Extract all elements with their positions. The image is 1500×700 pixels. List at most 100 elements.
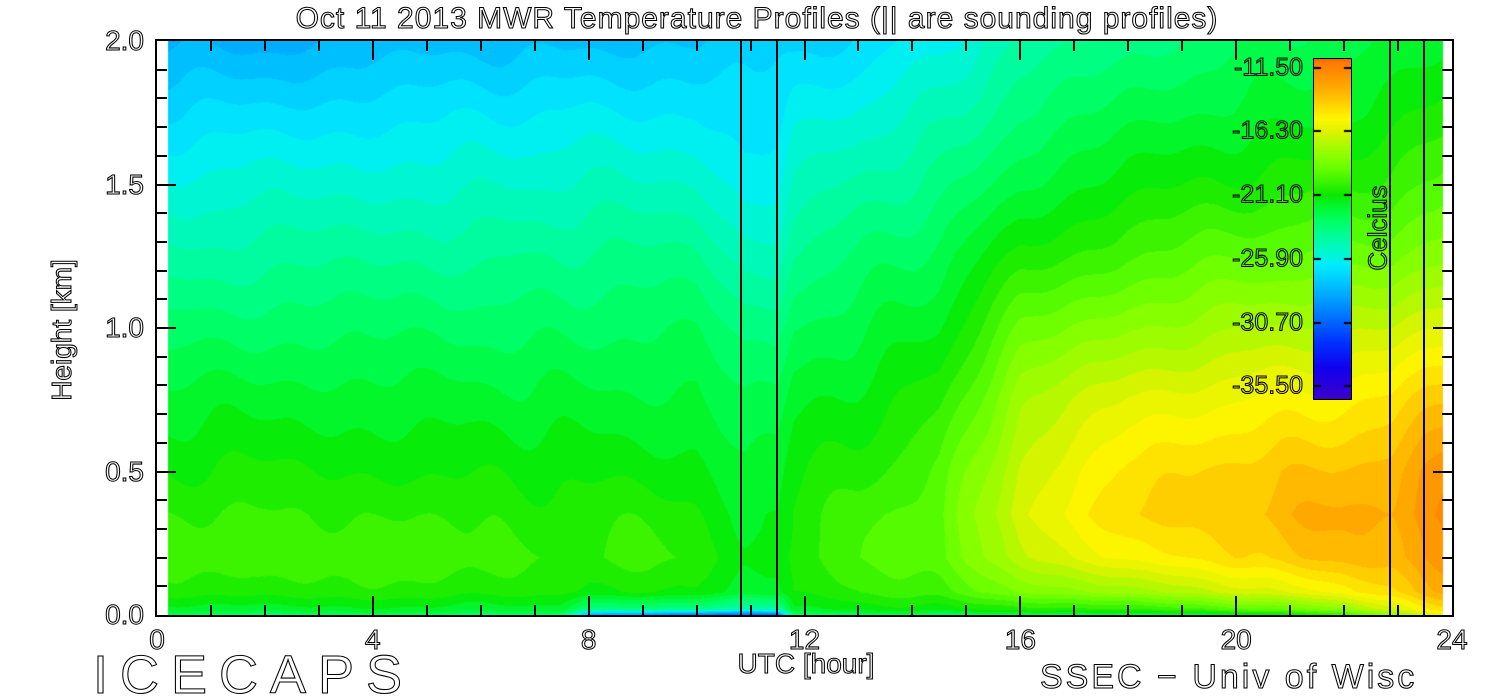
axis-tick — [157, 68, 167, 71]
axis-tick — [803, 41, 806, 60]
axis-tick — [157, 355, 167, 358]
plot-title: Oct 11 2013 MWR Temperature Profiles (||… — [295, 1, 1219, 35]
axis-tick — [911, 605, 914, 615]
axis-tick — [533, 605, 536, 615]
axis-tick — [1442, 556, 1452, 559]
axis-tick — [157, 126, 167, 129]
colorbar-tick-label: -30.70 — [1232, 308, 1304, 337]
axis-tick — [749, 41, 752, 51]
axis-tick — [695, 605, 698, 615]
axis-tick — [157, 470, 176, 473]
axis-tick — [263, 41, 266, 51]
axis-tick — [425, 605, 428, 615]
axis-tick — [965, 41, 968, 51]
x-tick-label: 0 — [149, 623, 166, 655]
axis-tick — [1442, 384, 1452, 387]
x-tick-label: 4 — [365, 623, 382, 655]
axis-tick — [263, 605, 266, 615]
colorbar-tick-label: -11.50 — [1233, 53, 1303, 82]
sounding-profile-line — [1388, 41, 1391, 615]
axis-tick — [479, 41, 482, 51]
axis-tick — [1442, 97, 1452, 100]
x-tick-label: 12 — [788, 623, 821, 655]
x-axis-title: UTC [hour] — [737, 647, 875, 679]
x-tick-label: 16 — [1004, 623, 1036, 655]
axis-tick — [479, 605, 482, 615]
axis-tick — [1127, 605, 1130, 615]
axis-tick — [1442, 527, 1452, 530]
axis-tick — [1235, 596, 1238, 615]
axis-tick — [1073, 41, 1076, 51]
axis-tick — [1235, 41, 1238, 60]
sounding-profile-line — [1422, 41, 1425, 615]
credit-ssec: SSEC − Univ of Wisc — [1039, 657, 1418, 696]
axis-tick — [157, 212, 167, 215]
colorbar-tick-label: -16.30 — [1232, 116, 1304, 145]
axis-tick — [1442, 269, 1452, 272]
axis-tick — [1442, 126, 1452, 129]
colorbar-tick-label: -35.50 — [1232, 371, 1304, 400]
axis-tick — [1127, 41, 1130, 51]
y-tick-label: 1.5 — [105, 168, 145, 200]
y-tick-label: 1.0 — [105, 311, 145, 343]
colorbar-canvas — [1314, 59, 1351, 399]
axis-tick — [157, 585, 167, 588]
axis-tick — [803, 596, 806, 615]
axis-tick — [857, 605, 860, 615]
axis-tick — [1442, 212, 1452, 215]
axis-tick — [587, 596, 590, 615]
axis-tick — [1343, 41, 1346, 51]
axis-tick — [1289, 41, 1292, 51]
axis-tick — [157, 298, 167, 301]
axis-tick — [641, 605, 644, 615]
axis-tick — [157, 97, 167, 100]
axis-tick — [157, 556, 167, 559]
axis-tick — [425, 41, 428, 51]
axis-tick — [157, 183, 176, 186]
axis-tick — [1442, 68, 1452, 71]
axis-tick — [1019, 596, 1022, 615]
axis-tick — [157, 327, 176, 329]
x-tick-label: 8 — [580, 623, 597, 655]
axis-tick — [157, 527, 167, 530]
axis-tick — [1433, 470, 1452, 473]
axis-tick — [1289, 605, 1292, 615]
axis-tick — [1397, 41, 1400, 51]
axis-tick — [371, 41, 374, 60]
colorbar-title: Celcius — [1362, 185, 1393, 271]
axis-tick — [857, 41, 860, 51]
axis-tick — [911, 41, 914, 51]
colorbar — [1313, 58, 1352, 400]
axis-tick — [1442, 298, 1452, 301]
axis-tick — [157, 499, 167, 502]
axis-tick — [371, 596, 374, 615]
y-tick-label: 0.0 — [105, 598, 145, 630]
axis-tick — [1442, 441, 1452, 444]
plot-frame — [155, 39, 1454, 617]
axis-tick — [157, 269, 167, 272]
axis-tick — [749, 605, 752, 615]
y-tick-label: 2.0 — [105, 24, 145, 56]
axis-tick — [1442, 585, 1452, 588]
axis-tick — [157, 240, 167, 243]
axis-tick — [157, 441, 167, 444]
sounding-profile-line — [775, 41, 778, 615]
y-tick-label: 0.5 — [105, 455, 145, 487]
axis-tick — [1343, 605, 1346, 615]
colorbar-tick-label: -25.90 — [1232, 244, 1304, 273]
axis-tick — [1442, 413, 1452, 416]
axis-tick — [1442, 154, 1452, 157]
credit-icecaps: ICECAPS — [92, 644, 415, 700]
x-tick-label: 20 — [1220, 623, 1252, 655]
axis-tick — [157, 154, 167, 157]
y-axis-title: Height [km] — [45, 259, 77, 402]
x-tick-label: 24 — [1436, 623, 1468, 655]
axis-tick — [157, 413, 167, 416]
axis-tick — [1073, 605, 1076, 615]
colorbar-tick-label: -21.10 — [1232, 180, 1304, 209]
axis-tick — [965, 605, 968, 615]
axis-tick — [317, 605, 320, 615]
axis-tick — [1181, 605, 1184, 615]
axis-tick — [1181, 41, 1184, 51]
